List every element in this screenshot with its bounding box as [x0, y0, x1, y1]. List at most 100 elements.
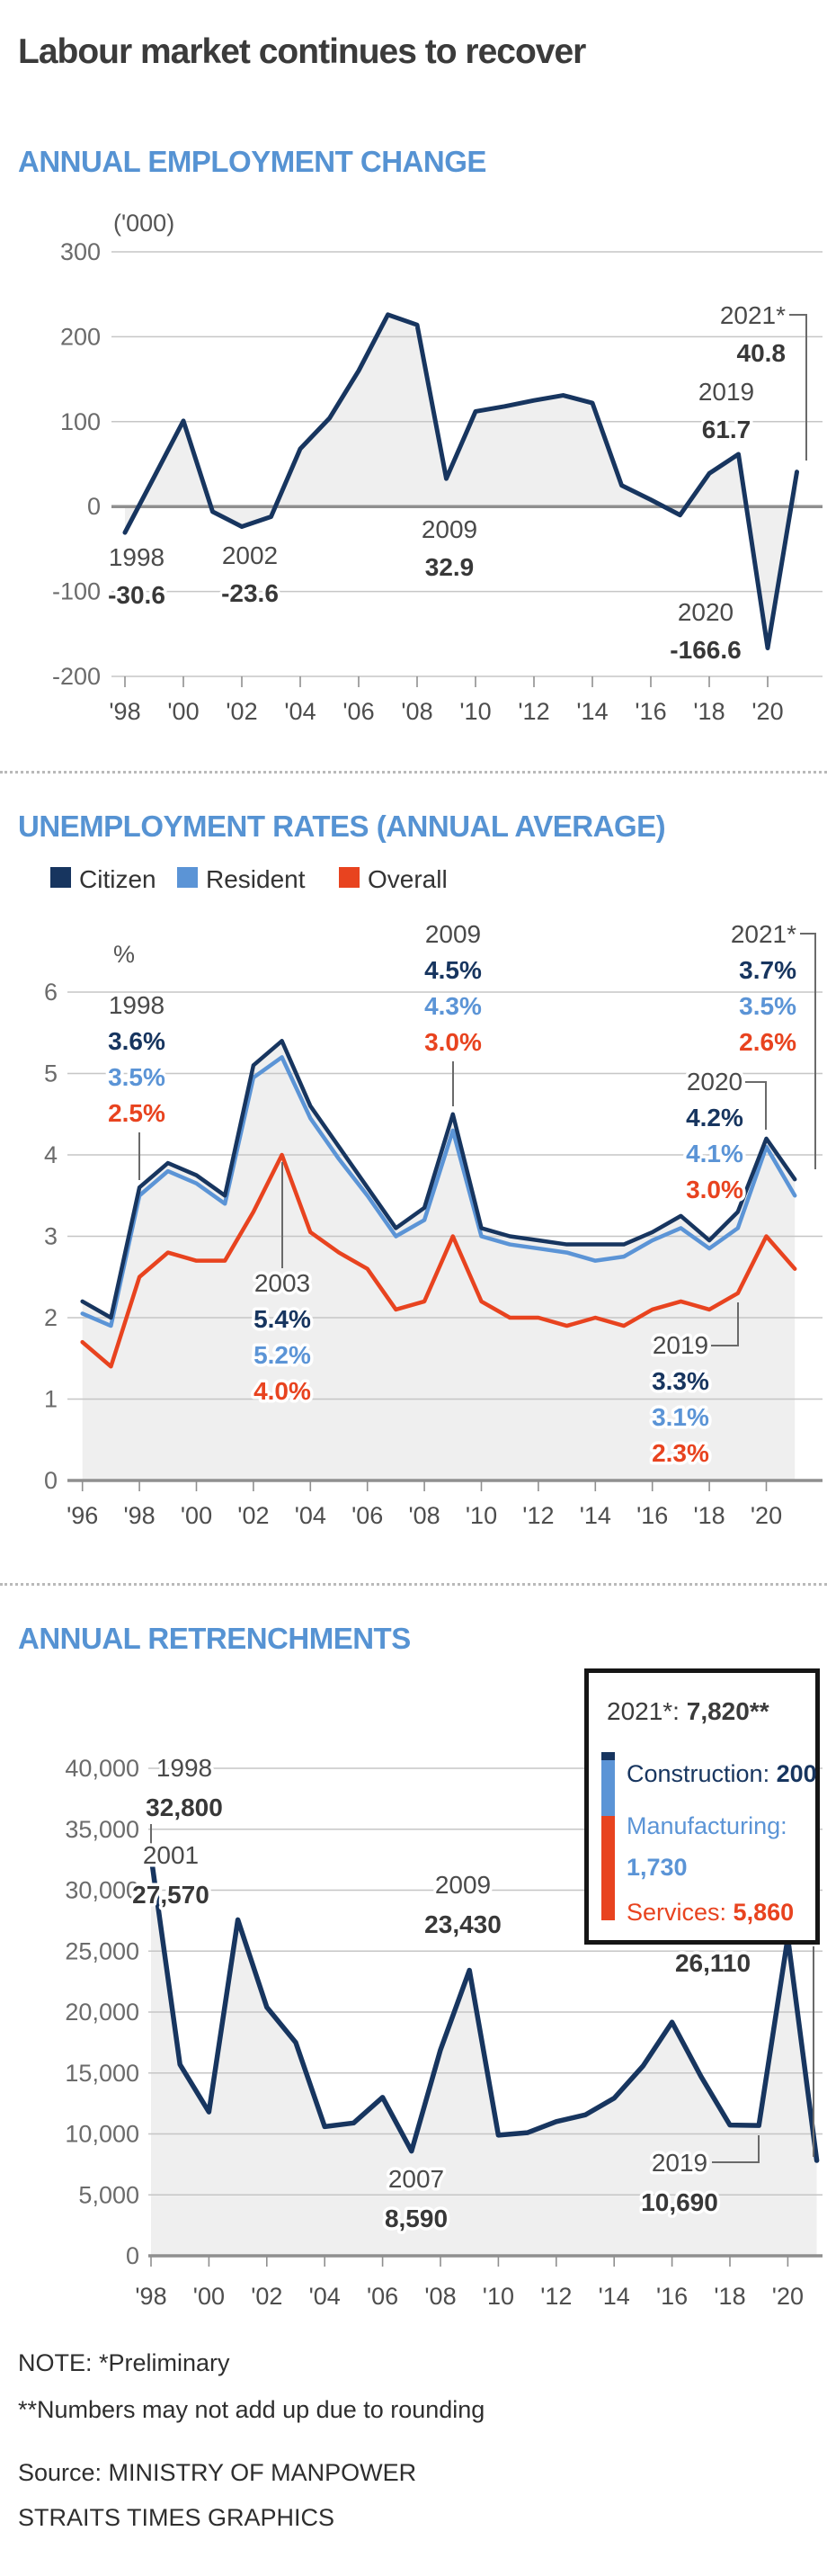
legend-label-resident: Resident [206, 865, 306, 893]
heading-employment-change: ANNUAL EMPLOYMENT CHANGE [18, 145, 486, 178]
annotation-value: 61.7 [702, 416, 751, 443]
annotation-connector [712, 2135, 760, 2163]
x-axis-label: '96 [67, 1502, 98, 1529]
x-axis-label: '06 [367, 2283, 398, 2310]
heading-retrenchments: ANNUAL RETRENCHMENTS [18, 1622, 411, 1655]
x-axis-label: '10 [483, 2283, 514, 2310]
annotation-value: 4.5% [424, 956, 482, 984]
y-axis-label: 40,000 [65, 1755, 139, 1782]
annotation-value: 26,110 [675, 1949, 751, 1977]
area-fill [125, 314, 797, 648]
annotation-year: 2019 [653, 1331, 708, 1359]
data-line-retrenchments [148, 1853, 820, 2163]
note-rounding: **Numbers may not add up due to rounding [18, 2396, 485, 2423]
area-fill [82, 1041, 796, 1480]
annotation-value: 3.3% [652, 1367, 709, 1395]
annotation-connector [789, 314, 807, 461]
y-axis-label: 3 [44, 1223, 58, 1250]
y-axis-label: 30,000 [65, 1877, 139, 1904]
annotation-year: 2001 [143, 1841, 199, 1869]
x-axis-label: '04 [309, 2283, 341, 2310]
y-axis-label: 6 [44, 979, 58, 1006]
section-divider [0, 771, 827, 774]
x-axis-label: '16 [656, 2283, 688, 2310]
x-axis-label: '20 [751, 1502, 782, 1529]
credit-line: STRAITS TIMES GRAPHICS [18, 2504, 335, 2531]
note-preliminary: NOTE: *Preliminary [18, 2349, 230, 2376]
annotation-year: 2003 [254, 1269, 310, 1297]
y-axis-label: 1 [44, 1386, 58, 1413]
annotation-value: 3.5% [108, 1063, 165, 1091]
annotation-year: 1998 [156, 1754, 212, 1782]
data-line-overall [80, 1152, 797, 1369]
annotation-value: 3.6% [108, 1027, 165, 1055]
annotation-year: 1998 [109, 991, 165, 1019]
y-axis-label: 4 [44, 1141, 58, 1168]
annotation-connector [800, 933, 816, 1169]
annotation-value: 5.2% [253, 1341, 311, 1369]
y-axis-label: 5,000 [78, 2181, 139, 2208]
annotation-value: -166.6 [670, 636, 741, 664]
x-axis-label: '00 [193, 2283, 225, 2310]
annotation-value: 10,690 [641, 2188, 718, 2216]
annotation-value: 3.0% [686, 1176, 743, 1203]
source-line: Source: MINISTRY OF MANPOWER [18, 2459, 417, 2486]
x-axis-label: '16 [636, 1502, 668, 1529]
annotation-year: 2009 [422, 515, 477, 543]
section-divider [0, 1583, 827, 1586]
x-axis-label: '04 [295, 1502, 326, 1529]
annotation-value: 2.3% [652, 1439, 709, 1467]
x-axis-label: '06 [351, 1502, 383, 1529]
x-axis-label: '20 [751, 698, 783, 725]
x-axis-label: '18 [714, 2283, 745, 2310]
annotation-year: 2021* [731, 920, 796, 948]
box-title: 2021*: 7,820** [607, 1697, 769, 1726]
annotation-year: 2002 [222, 541, 278, 569]
heading-unemployment-rates: UNEMPLOYMENT RATES (ANNUAL AVERAGE) [18, 809, 666, 843]
annotation-value: 4.1% [686, 1140, 743, 1167]
legend-label-overall: Overall [368, 865, 448, 893]
annotation-year: 2020 [678, 598, 734, 626]
data-line-employment-change [122, 312, 799, 650]
box-title-value: 7,820** [686, 1697, 769, 1725]
x-axis-label: '12 [522, 1502, 554, 1529]
y-axis-label: 20,000 [65, 1999, 139, 2026]
y-axis-label: 2 [44, 1304, 58, 1331]
bar-segment-manufacturing [601, 1760, 615, 1816]
annotation-value: 5.4% [253, 1305, 311, 1333]
x-axis-label: '12 [518, 698, 549, 725]
annotation-year: 1998 [109, 543, 165, 571]
x-axis-label: '14 [599, 2283, 630, 2310]
annotation-connector [711, 1302, 739, 1346]
annotation-year: 2019 [652, 2149, 707, 2177]
annotation-value: 23,430 [424, 1910, 502, 1938]
annotation-value: 32.9 [425, 553, 475, 581]
x-axis-label: '98 [124, 1502, 156, 1529]
annotation-value: 8,590 [385, 2205, 448, 2232]
y-axis-label: 15,000 [65, 2060, 139, 2087]
annotation-year: 2009 [435, 1871, 491, 1899]
x-axis-label: '04 [284, 698, 316, 725]
annotation-connector [745, 1081, 767, 1130]
x-axis-label: '08 [409, 1502, 440, 1529]
annotation-value: 2.5% [108, 1099, 165, 1127]
annotation-value: -30.6 [108, 581, 165, 609]
y-axis-label: 25,000 [65, 1937, 139, 1964]
x-axis-label: '16 [635, 698, 666, 725]
annotation-value: 4.3% [424, 992, 482, 1020]
annotation-year: 2021* [720, 301, 786, 329]
annotation-value: 4.0% [253, 1377, 311, 1405]
x-axis-label: '18 [693, 698, 725, 725]
x-axis-label: '10 [459, 698, 491, 725]
annotation-value: 3.5% [739, 992, 796, 1020]
y-axis-label: -200 [52, 663, 101, 690]
box-item-manufacturing-label: Manufacturing: [627, 1812, 787, 1839]
x-axis-label: '00 [167, 698, 199, 725]
x-axis-label: '02 [251, 2283, 282, 2310]
x-axis-label: '20 [772, 2283, 804, 2310]
y-axis-label: 0 [126, 2242, 139, 2269]
x-axis-label: '08 [401, 698, 432, 725]
x-axis-label: '10 [466, 1502, 497, 1529]
x-axis-label: '98 [135, 2283, 166, 2310]
